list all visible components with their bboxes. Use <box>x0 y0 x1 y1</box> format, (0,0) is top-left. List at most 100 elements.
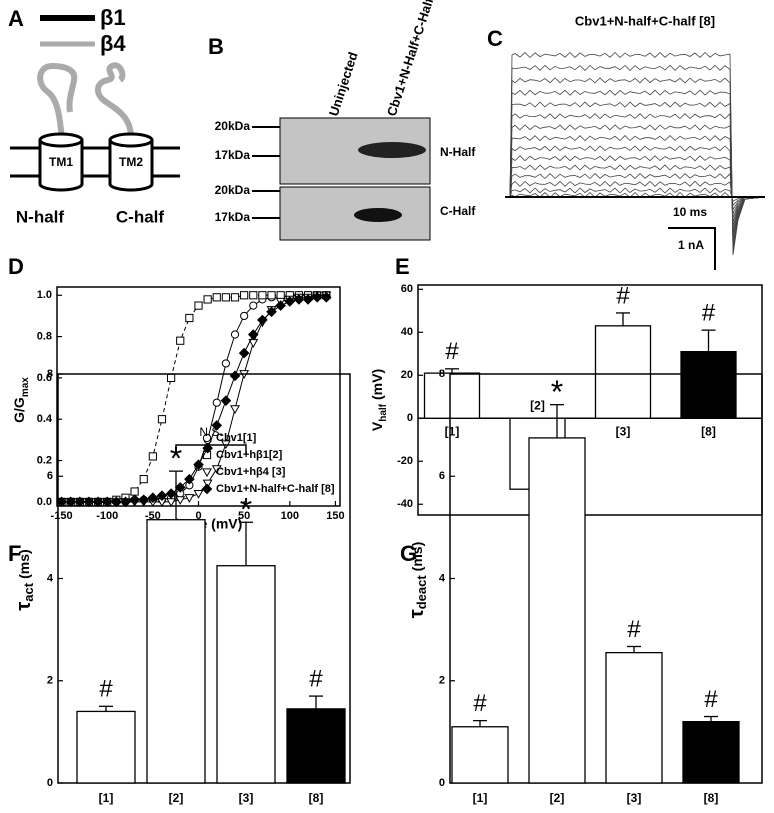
marker <box>139 475 148 484</box>
panel-label: D <box>8 254 24 279</box>
x-tick-label: -150 <box>51 510 73 522</box>
y-axis-label: τact (ms) <box>13 549 36 610</box>
band <box>358 142 426 158</box>
marker <box>175 496 186 505</box>
significance-mark: # <box>445 338 459 365</box>
marker <box>230 405 240 415</box>
marker <box>249 291 258 300</box>
trace-title: Cbv1+N-half+C-half [8] <box>575 13 715 28</box>
marker <box>130 487 139 496</box>
marker <box>174 482 186 493</box>
marker-label: 17kDa <box>215 148 251 162</box>
marker <box>111 496 122 508</box>
marker-label: 20kDa <box>215 183 251 197</box>
marker <box>230 293 240 302</box>
significance-mark: * <box>551 374 563 410</box>
y-tick-label: 4 <box>47 572 54 584</box>
x-tick-label: 50 <box>238 510 250 522</box>
marker <box>221 359 230 368</box>
y-axis-label: G/Gmax <box>11 377 31 423</box>
panel-label: B <box>208 34 224 59</box>
lane-label: Cbv1+N-Half+C-Half <box>384 0 437 118</box>
marker-label: 20kDa <box>215 119 251 133</box>
legend-label: Cbv1+hβ1[2] <box>216 449 283 461</box>
half-label: C-half <box>116 207 165 226</box>
marker <box>184 473 195 485</box>
y-tick-label: 6 <box>439 470 445 482</box>
trace <box>505 77 766 247</box>
marker <box>148 452 157 461</box>
marker <box>185 313 194 323</box>
lane-label: Uninjected <box>326 50 361 118</box>
marker <box>229 370 241 382</box>
c-terminus <box>95 62 135 141</box>
x-tick-label: 0 <box>195 510 201 522</box>
y-axis-label-unit: (ms) <box>16 549 32 579</box>
marker <box>266 306 277 318</box>
y-axis-label-sub: half <box>378 403 389 421</box>
y-axis-label-main: V <box>369 421 385 431</box>
significance-mark: # <box>702 299 716 326</box>
marker <box>202 479 213 489</box>
marker <box>320 292 332 303</box>
marker <box>302 294 314 305</box>
marker <box>156 490 168 501</box>
marker <box>220 395 232 406</box>
trace <box>505 164 766 216</box>
y-tick-label: 0 <box>439 777 445 789</box>
trace <box>505 89 766 243</box>
significance-mark: # <box>627 616 641 643</box>
y-tick-label: 0.6 <box>37 372 52 384</box>
significance-mark: # <box>309 665 323 692</box>
blot-label: C-Half <box>440 204 476 218</box>
significance-mark: # <box>473 690 487 717</box>
y-axis-label-unit: (ms) <box>409 542 425 572</box>
y-axis-label-sub: act <box>21 582 36 601</box>
series-line <box>61 296 327 503</box>
marker <box>276 291 285 300</box>
marker <box>311 292 323 303</box>
marker <box>211 465 222 474</box>
x-tick-label: [3] <box>627 791 642 805</box>
band <box>354 208 402 222</box>
half-label: N-half <box>16 207 65 226</box>
y-tick-label: 20 <box>401 369 413 381</box>
marker <box>176 336 185 345</box>
marker <box>211 420 223 431</box>
bar <box>76 710 136 784</box>
significance-mark: # <box>704 686 718 713</box>
current-traces <box>505 51 766 256</box>
marker <box>240 311 249 321</box>
trace <box>505 155 766 218</box>
y-tick-label: 0.4 <box>37 413 53 425</box>
trace <box>505 180 766 207</box>
y-tick-label: 0.2 <box>37 454 52 466</box>
scale-label: 1 nA <box>678 238 704 252</box>
marker-label: 17kDa <box>215 210 251 224</box>
x-tick-label: [2] <box>550 791 565 805</box>
marker <box>203 295 212 304</box>
bar <box>216 565 276 784</box>
x-tick-label: 150 <box>326 510 344 522</box>
marker <box>257 314 268 326</box>
marker <box>120 496 131 508</box>
y-tick-label: 6 <box>47 470 53 482</box>
marker <box>240 291 249 300</box>
x-tick-label: [3] <box>616 424 631 438</box>
tm-label: TM1 <box>49 155 73 169</box>
x-tick-label: -50 <box>145 510 161 522</box>
y-axis-label-sub: max <box>20 377 31 397</box>
series-line <box>61 294 327 503</box>
significance-mark: # <box>99 676 113 703</box>
panel-label: C <box>487 26 503 51</box>
y-tick-label: -20 <box>397 455 413 467</box>
y-axis-label-main: τ <box>406 609 428 618</box>
marker <box>230 330 240 339</box>
y-tick-label: 60 <box>401 283 413 295</box>
y-axis-label: Vhalf (mV) <box>369 369 389 431</box>
plot-frame <box>56 286 341 507</box>
trace <box>505 124 766 231</box>
legend-label: Cbv1+N-half+C-half [8] <box>216 483 335 495</box>
series-line <box>61 294 327 503</box>
